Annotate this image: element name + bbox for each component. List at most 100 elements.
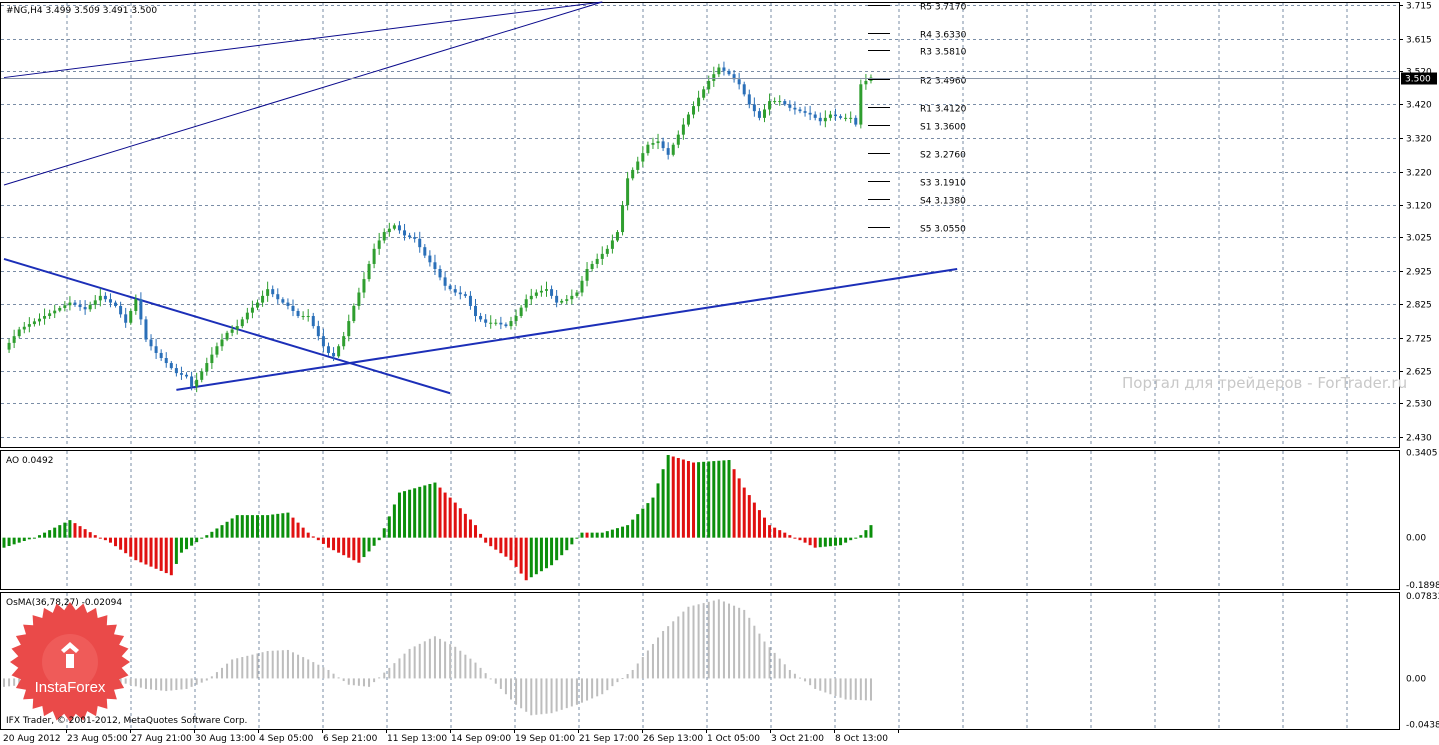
- price-tick-label: 3.120: [1406, 202, 1432, 212]
- candle-body: [544, 289, 548, 291]
- candle-body: [737, 79, 741, 85]
- osma-bar: [651, 643, 654, 679]
- candle-body: [185, 374, 189, 377]
- ao-bar: [813, 537, 817, 548]
- price-tick-label: 3.025: [1406, 234, 1432, 244]
- candle-body: [403, 230, 407, 236]
- candle-body: [615, 232, 619, 241]
- candle-body: [712, 74, 716, 81]
- osma-bar: [175, 678, 178, 691]
- instaforex-logo: InstaForex: [10, 602, 130, 722]
- ao-bar: [124, 537, 128, 554]
- time-tick-label: 8 Oct 13:00: [835, 734, 888, 744]
- osma-bar: [129, 678, 132, 686]
- candle-body: [798, 109, 802, 112]
- ao-bar: [818, 537, 822, 548]
- osma-bar: [266, 651, 269, 679]
- candle-body: [484, 319, 488, 323]
- ao-bar: [869, 525, 873, 538]
- ao-bar: [839, 537, 843, 546]
- candle-body: [144, 319, 148, 340]
- candle-body: [661, 141, 665, 149]
- osma-bar: [312, 662, 315, 679]
- osma-bar: [205, 678, 208, 681]
- candle-body: [752, 104, 756, 112]
- time-tick-label: 30 Aug 13:00: [195, 734, 256, 744]
- ao-bar: [352, 537, 356, 561]
- pivot-label: R3 3.5810: [920, 48, 967, 58]
- osma-bar: [124, 678, 127, 684]
- ao-bar: [215, 528, 219, 538]
- ao-bar: [788, 535, 792, 538]
- ao-bar: [575, 537, 579, 539]
- candle-body: [326, 346, 330, 353]
- candle-body: [702, 89, 706, 98]
- osma-bar: [307, 659, 310, 679]
- time-tick-label: 26 Sep 13:00: [643, 734, 703, 744]
- candle-body: [722, 67, 726, 71]
- ao-bar: [88, 532, 92, 538]
- candle-body: [418, 238, 422, 248]
- ao-bar: [595, 532, 599, 538]
- osma-bar: [687, 606, 690, 679]
- ao-bar: [590, 532, 594, 538]
- candle-body: [717, 67, 721, 75]
- candle-body: [12, 336, 16, 343]
- osma-bar: [682, 611, 685, 679]
- ao-bar: [337, 537, 341, 553]
- candle-body: [108, 299, 112, 303]
- ao-bar: [570, 537, 574, 545]
- candle-body: [382, 232, 386, 241]
- osma-bar: [677, 616, 680, 679]
- osma-bar: [332, 673, 335, 679]
- ao-bar: [732, 469, 736, 538]
- ao-bar: [509, 537, 513, 561]
- osma-bar: [631, 669, 634, 679]
- ao-bar: [499, 537, 503, 554]
- candle-body: [423, 247, 427, 256]
- time-tick-label: 3 Oct 21:00: [771, 734, 824, 744]
- candle-body: [195, 379, 199, 387]
- ao-bar: [443, 492, 447, 538]
- price-tick-label: 3.615: [1406, 36, 1432, 46]
- osma-bar: [489, 678, 492, 680]
- osma-bar: [388, 667, 391, 679]
- price-tick-label: 3.715: [1406, 2, 1432, 12]
- ao-bar: [78, 526, 82, 538]
- trendline: [3, 1, 603, 79]
- ao-bar: [256, 515, 259, 538]
- candle-body: [590, 263, 594, 269]
- ao-bar: [646, 503, 650, 538]
- candle-body: [200, 371, 204, 380]
- candle-body: [555, 295, 559, 303]
- osma-bar: [433, 636, 436, 679]
- osma-bar: [530, 678, 533, 716]
- candle-body: [408, 235, 412, 238]
- candle-body: [575, 292, 579, 296]
- ao-bar: [539, 537, 543, 572]
- osma-bar: [297, 654, 300, 679]
- ao-bar: [859, 535, 863, 538]
- ao-bar: [37, 535, 41, 538]
- ao-bar: [560, 537, 564, 556]
- ao-bar: [453, 502, 457, 538]
- ao-bar: [306, 532, 310, 538]
- ao-bar: [261, 515, 265, 538]
- ao-bar: [114, 537, 118, 547]
- osma-bar: [814, 678, 817, 689]
- candle-body: [332, 352, 336, 357]
- osma-bar: [738, 607, 741, 679]
- ao-bar: [580, 532, 584, 538]
- candle-body: [266, 289, 270, 296]
- osma-bar: [834, 678, 837, 696]
- osma-bar: [662, 630, 665, 679]
- ao-bar: [291, 517, 295, 538]
- price-grid: [0, 2, 1400, 730]
- candle-body: [773, 101, 777, 103]
- ao-bar: [763, 517, 766, 538]
- osma-bar: [286, 649, 289, 679]
- ao-bar: [768, 525, 772, 538]
- ao-bar: [149, 537, 153, 567]
- osma-bar: [337, 677, 340, 679]
- trendlines: [3, 1, 958, 395]
